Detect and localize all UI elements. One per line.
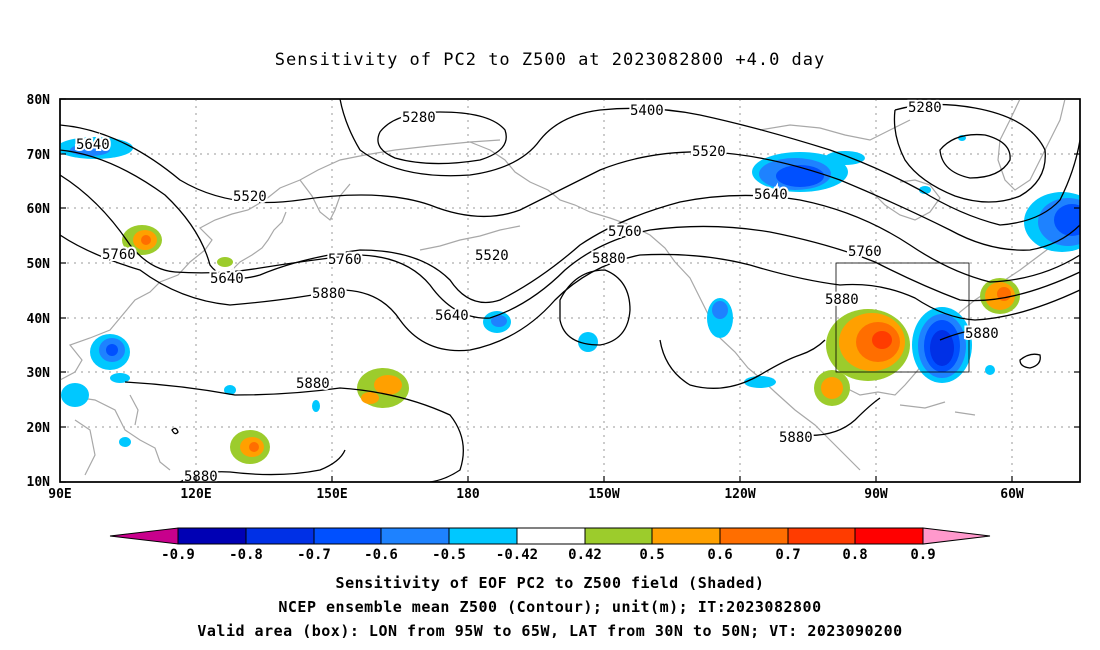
contour-label-5520: 5520 <box>692 144 726 160</box>
lat-label: 40N <box>27 312 51 327</box>
axis-ticks <box>60 98 1080 483</box>
contour-label-5280: 5280 <box>908 100 942 116</box>
colorbar-swatch <box>516 527 586 545</box>
lon-label: 60W <box>1000 487 1024 502</box>
contour-label-5760: 5760 <box>102 247 136 263</box>
lon-label: 180 <box>456 487 480 502</box>
colorbar <box>109 527 991 545</box>
colorbar-swatch <box>177 527 247 545</box>
colorbar-swatch <box>380 527 450 545</box>
colorbar-swatch <box>787 527 856 545</box>
contour-label-5520: 5520 <box>475 248 509 264</box>
contour-labels: 5280 5280 5400 5520 5520 5520 5640 5640 … <box>74 99 1001 485</box>
lon-label: 120E <box>180 487 211 502</box>
lon-label: 120W <box>724 487 755 502</box>
colorbar-label: -0.9 <box>161 547 195 563</box>
contour-label-5880: 5880 <box>312 286 346 302</box>
lon-label: 150E <box>316 487 347 502</box>
contour-label-5400: 5400 <box>630 103 664 119</box>
coastlines <box>60 99 1080 476</box>
colorbar-label: 0.5 <box>639 547 664 563</box>
colorbar-label: 0.9 <box>910 547 935 563</box>
lat-label: 10N <box>27 475 51 490</box>
colorbar-swatch <box>245 527 315 545</box>
caption-line-1: Sensitivity of EOF PC2 to Z500 field (Sh… <box>335 574 765 592</box>
colorbar-label: 0.42 <box>568 547 602 563</box>
contour-label-5760: 5760 <box>608 224 642 240</box>
colorbar-label: -0.6 <box>364 547 398 563</box>
lat-label: 70N <box>27 148 51 163</box>
contour-label-5760: 5760 <box>328 252 362 268</box>
lat-label: 60N <box>27 202 51 217</box>
contour-label-5280: 5280 <box>402 110 436 126</box>
contour-label-5760: 5760 <box>848 244 882 260</box>
contour-label-5640: 5640 <box>435 308 469 324</box>
colorbar-label: -0.8 <box>229 547 263 563</box>
colorbar-label: -0.42 <box>496 547 538 563</box>
map-title: Sensitivity of PC2 to Z500 at 2023082800… <box>274 50 826 70</box>
contour-label-5640: 5640 <box>76 137 110 153</box>
contour-label-5880: 5880 <box>965 326 999 342</box>
colorbar-label: -0.7 <box>297 547 331 563</box>
colorbar-label: 0.8 <box>842 547 867 563</box>
z500-contours <box>60 99 1080 482</box>
colorbar-swatch <box>448 527 518 545</box>
colorbar-labels: -0.9 -0.8 -0.7 -0.6 -0.5 -0.42 0.42 0.5 … <box>161 547 936 563</box>
lat-label: 30N <box>27 366 51 381</box>
lon-label: 90W <box>864 487 888 502</box>
lon-label: 150W <box>588 487 619 502</box>
contour-label-5880: 5880 <box>825 292 859 308</box>
colorbar-swatch <box>854 527 924 545</box>
lat-label: 20N <box>27 421 51 436</box>
colorbar-swatch <box>719 527 789 545</box>
lat-label: 80N <box>27 93 51 108</box>
contour-label-5880: 5880 <box>592 251 626 267</box>
colorbar-swatch <box>651 527 721 545</box>
colorbar-swatch <box>922 527 991 545</box>
latitude-labels: 80N 70N 60N 50N 40N 30N 20N 10N <box>27 93 51 490</box>
caption-line-2: NCEP ensemble mean Z500 (Contour); unit(… <box>278 598 822 616</box>
colorbar-label: 0.7 <box>775 547 800 563</box>
lat-label: 50N <box>27 257 51 272</box>
contour-label-5880: 5880 <box>184 469 218 485</box>
longitude-labels: 90E 120E 150E 180 150W 120W 90W 60W <box>48 487 1024 502</box>
colorbar-swatch <box>313 527 382 545</box>
valid-area-box <box>835 262 970 373</box>
contour-label-5880: 5880 <box>779 430 813 446</box>
map-frame <box>59 98 1081 483</box>
contour-label-5640: 5640 <box>754 187 788 203</box>
colorbar-swatch <box>584 527 653 545</box>
colorbar-swatch <box>109 527 179 545</box>
colorbar-label: -0.5 <box>432 547 466 563</box>
contour-label-5880: 5880 <box>296 376 330 392</box>
colorbar-label: 0.6 <box>707 547 732 563</box>
shaded-sensitivity <box>60 135 1080 464</box>
contour-label-5520: 5520 <box>233 189 267 205</box>
caption-line-3: Valid area (box): LON from 95W to 65W, L… <box>197 622 903 640</box>
lon-label: 90E <box>48 487 71 502</box>
contour-label-5640: 5640 <box>210 271 244 287</box>
